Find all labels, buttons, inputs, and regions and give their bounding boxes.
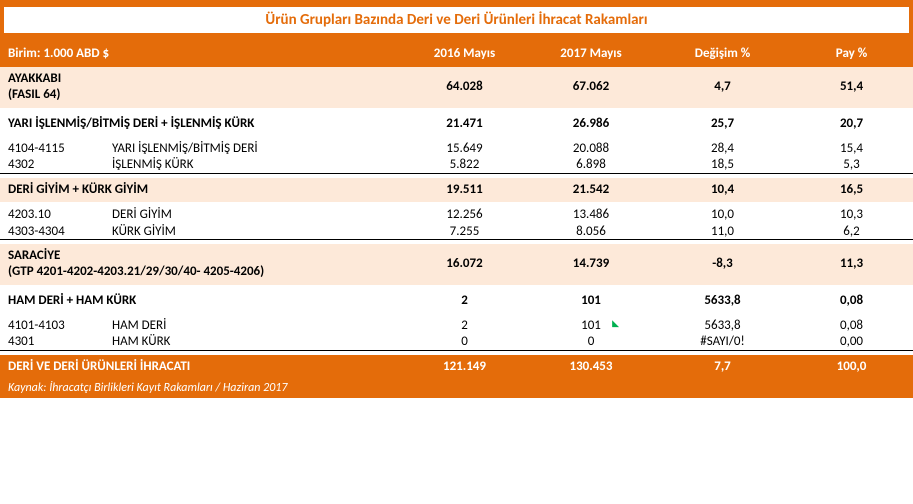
section-v3: 25,7 bbox=[655, 116, 790, 132]
sub-code: 4303-4304 bbox=[0, 224, 112, 239]
section-label-line1: SARACİYE bbox=[8, 248, 402, 264]
sub-code: 4104-4115 bbox=[0, 141, 112, 156]
section-row: SARACİYE(GTP 4201-4202-4203.21/29/30/40-… bbox=[0, 244, 913, 285]
section-v4: 51,4 bbox=[790, 79, 913, 95]
sub-v1: 2 bbox=[402, 318, 527, 333]
section-v1: 21.471 bbox=[402, 116, 527, 132]
sub-v4: 0,00 bbox=[790, 334, 913, 349]
sub-v4: 0,08 bbox=[790, 318, 913, 333]
header-col-share: Pay % bbox=[790, 46, 913, 61]
sub-row: 4303-4304KÜRK GİYİM7.2558.05611,06,2 bbox=[0, 223, 913, 240]
sub-v4: 10,3 bbox=[790, 207, 913, 222]
section-v2: 21.542 bbox=[527, 182, 655, 198]
section-v2: 26.986 bbox=[527, 116, 655, 132]
sub-v2: 20.088 bbox=[527, 141, 655, 156]
section-v3: 10,4 bbox=[655, 182, 790, 198]
sub-label: DERİ GİYİM bbox=[112, 207, 402, 222]
section-v1: 2 bbox=[402, 293, 527, 309]
sub-label: KÜRK GİYİM bbox=[112, 224, 402, 239]
header-col-change: Değişim % bbox=[655, 46, 790, 61]
footer-source: Kaynak: İhracatçı Birlikleri Kayıt Rakam… bbox=[0, 378, 913, 398]
sub-v1: 15.649 bbox=[402, 141, 527, 156]
table-header: Birim: 1.000 ABD $ 2016 Mayıs 2017 Mayıs… bbox=[0, 40, 913, 67]
section-label-line1: AYAKKABI bbox=[8, 71, 402, 87]
sub-v3: 28,4 bbox=[655, 141, 790, 156]
sub-row: 4101-4103HAM DERİ2 101 ◣ 5633,80,08 bbox=[0, 317, 913, 334]
header-col-2017: 2017 Mayıs bbox=[527, 46, 655, 61]
section-label-line2: (FASIL 64) bbox=[8, 87, 402, 103]
sub-v2: 13.486 bbox=[527, 207, 655, 222]
section-row: HAM DERİ + HAM KÜRK21015633,80,08 bbox=[0, 289, 913, 313]
sub-v1: 0 bbox=[402, 334, 527, 349]
total-v3: 7,7 bbox=[655, 359, 790, 374]
header-col-2016: 2016 Mayıs bbox=[402, 46, 527, 61]
footer-text: Kaynak: İhracatçı Birlikleri Kayıt Rakam… bbox=[0, 381, 913, 395]
sub-v2-text: 101 bbox=[581, 318, 601, 333]
sub-v1: 5.822 bbox=[402, 157, 527, 172]
sub-v2: 101 ◣ bbox=[527, 318, 655, 333]
sub-v1: 12.256 bbox=[402, 207, 527, 222]
section-label: YARI İŞLENMİŞ/BİTMİŞ DERİ + İŞLENMİŞ KÜR… bbox=[0, 116, 402, 132]
section-v2: 67.062 bbox=[527, 79, 655, 95]
sub-row: 4203.10DERİ GİYİM12.25613.48610,010,3 bbox=[0, 206, 913, 223]
total-v2: 130.453 bbox=[527, 359, 655, 374]
section-v3: -8,3 bbox=[655, 256, 790, 272]
sub-v3: 18,5 bbox=[655, 157, 790, 172]
section-label: AYAKKABI(FASIL 64) bbox=[0, 71, 402, 104]
sub-code: 4301 bbox=[0, 334, 112, 349]
sub-label: İŞLENMİŞ KÜRK bbox=[112, 157, 402, 172]
sub-v2: 0 bbox=[527, 334, 655, 349]
table-body: AYAKKABI(FASIL 64)64.02867.0624,751,4 YAR… bbox=[0, 67, 913, 355]
sub-code: 4101-4103 bbox=[0, 318, 112, 333]
sub-v3: 11,0 bbox=[655, 224, 790, 239]
sub-v1: 7.255 bbox=[402, 224, 527, 239]
section-v4: 16,5 bbox=[790, 182, 913, 198]
total-v4: 100,0 bbox=[790, 359, 913, 374]
section-v4: 0,08 bbox=[790, 293, 913, 309]
header-unit: Birim: 1.000 ABD $ bbox=[0, 46, 402, 61]
sub-v4: 6,2 bbox=[790, 224, 913, 239]
sub-label: YARI İŞLENMİŞ/BİTMİŞ DERİ bbox=[112, 141, 402, 156]
total-row: DERİ VE DERİ ÜRÜNLERİ İHRACATI 121.149 1… bbox=[0, 355, 913, 378]
section-row: YARI İŞLENMİŞ/BİTMİŞ DERİ + İŞLENMİŞ KÜR… bbox=[0, 112, 913, 136]
section-label-line2: (GTP 4201-4202-4203.21/29/30/40- 4205-42… bbox=[8, 264, 402, 280]
section-v3: 5633,8 bbox=[655, 293, 790, 309]
sub-v4: 5,3 bbox=[790, 157, 913, 172]
sub-code: 4302 bbox=[0, 157, 112, 172]
section-row: DERİ GİYİM + KÜRK GİYİM19.51121.54210,41… bbox=[0, 178, 913, 202]
sub-label: HAM DERİ bbox=[112, 318, 402, 333]
section-v1: 19.511 bbox=[402, 182, 527, 198]
section-label: DERİ GİYİM + KÜRK GİYİM bbox=[0, 182, 402, 198]
section-label: SARACİYE(GTP 4201-4202-4203.21/29/30/40-… bbox=[0, 248, 402, 281]
section-v4: 11,3 bbox=[790, 256, 913, 272]
section-v2: 14.739 bbox=[527, 256, 655, 272]
sub-v3: 5633,8 bbox=[655, 318, 790, 333]
section-row: AYAKKABI(FASIL 64)64.02867.0624,751,4 bbox=[0, 67, 913, 108]
section-label: HAM DERİ + HAM KÜRK bbox=[0, 293, 402, 309]
sub-code: 4203.10 bbox=[0, 207, 112, 222]
section-v2: 101 bbox=[527, 293, 655, 309]
section-v4: 20,7 bbox=[790, 116, 913, 132]
sub-v4: 15,4 bbox=[790, 141, 913, 156]
sub-v3: 10,0 bbox=[655, 207, 790, 222]
sub-row: 4301HAM KÜRK00#SAYI/0!0,00 bbox=[0, 334, 913, 351]
section-v1: 64.028 bbox=[402, 79, 527, 95]
total-label: DERİ VE DERİ ÜRÜNLERİ İHRACATI bbox=[0, 359, 402, 374]
sub-row: 4302İŞLENMİŞ KÜRK5.8226.89818,55,3 bbox=[0, 157, 913, 174]
sub-label: HAM KÜRK bbox=[112, 334, 402, 349]
section-v3: 4,7 bbox=[655, 79, 790, 95]
total-v1: 121.149 bbox=[402, 359, 527, 374]
sub-v2: 8.056 bbox=[527, 224, 655, 239]
marker-icon: ◣ bbox=[612, 318, 619, 329]
section-v1: 16.072 bbox=[402, 256, 527, 272]
sub-v3: #SAYI/0! bbox=[655, 334, 790, 349]
title-container: Ürün Grupları Bazında Deri ve Deri Ürünl… bbox=[0, 0, 913, 40]
sub-v2: 6.898 bbox=[527, 157, 655, 172]
sub-row: 4104-4115YARI İŞLENMİŞ/BİTMİŞ DERİ15.649… bbox=[0, 140, 913, 157]
page-title: Ürün Grupları Bazında Deri ve Deri Ürünl… bbox=[4, 7, 909, 33]
